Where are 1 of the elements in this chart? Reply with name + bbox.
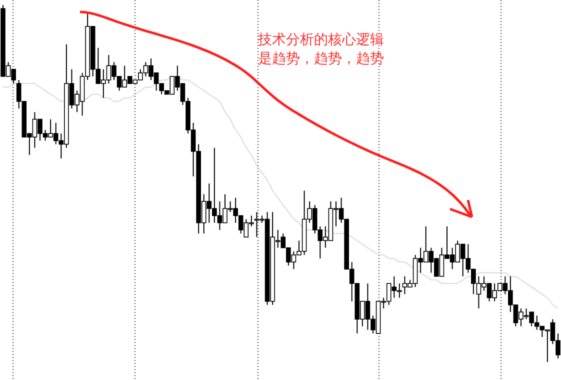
annotation: 技术分析的核心逻辑是趋势，趋势，趋势	[257, 32, 384, 67]
